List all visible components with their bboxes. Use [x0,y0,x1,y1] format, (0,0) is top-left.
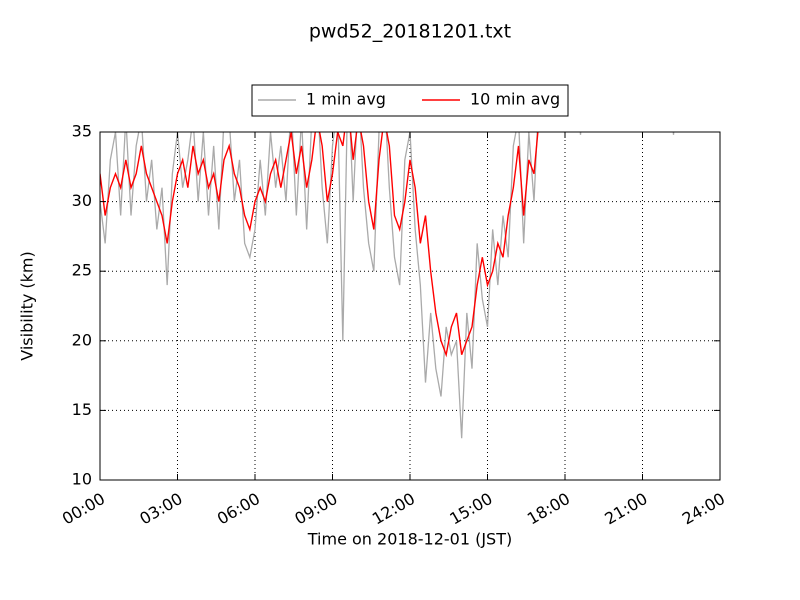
y-tick-label: 10 [72,470,92,489]
x-tick-label: 00:00 [59,489,108,529]
legend-label: 1 min avg [306,90,386,109]
series-line [100,132,675,439]
plot-area [100,132,675,439]
y-tick-label: 35 [72,122,92,141]
x-tick-label: 09:00 [291,489,340,529]
legend-box [251,84,569,117]
y-tick-label: 25 [72,261,92,280]
y-tick-label: 20 [72,330,92,349]
chart-title: pwd52_20181201.txt [309,21,511,43]
legend: 1 min avg 10 min avg [251,84,569,117]
x-axis-label: Time on 2018-12-01 (JST) [307,530,512,549]
x-tick-label: 18:00 [524,489,573,529]
y-axis-label: Visibility (km) [18,251,37,360]
x-tick-label: 12:00 [369,489,418,529]
series-line [100,132,539,358]
x-tick-label: 06:00 [214,489,263,529]
x-tick-label: 15:00 [446,489,495,529]
x-tick-label: 03:00 [136,489,185,529]
grid [99,131,721,481]
x-tick-label: 21:00 [601,489,650,529]
legend-label: 10 min avg [470,90,560,109]
y-tick-label: 15 [72,400,92,419]
y-tick-label: 30 [72,191,92,210]
x-tick-label: 24:00 [679,489,728,529]
